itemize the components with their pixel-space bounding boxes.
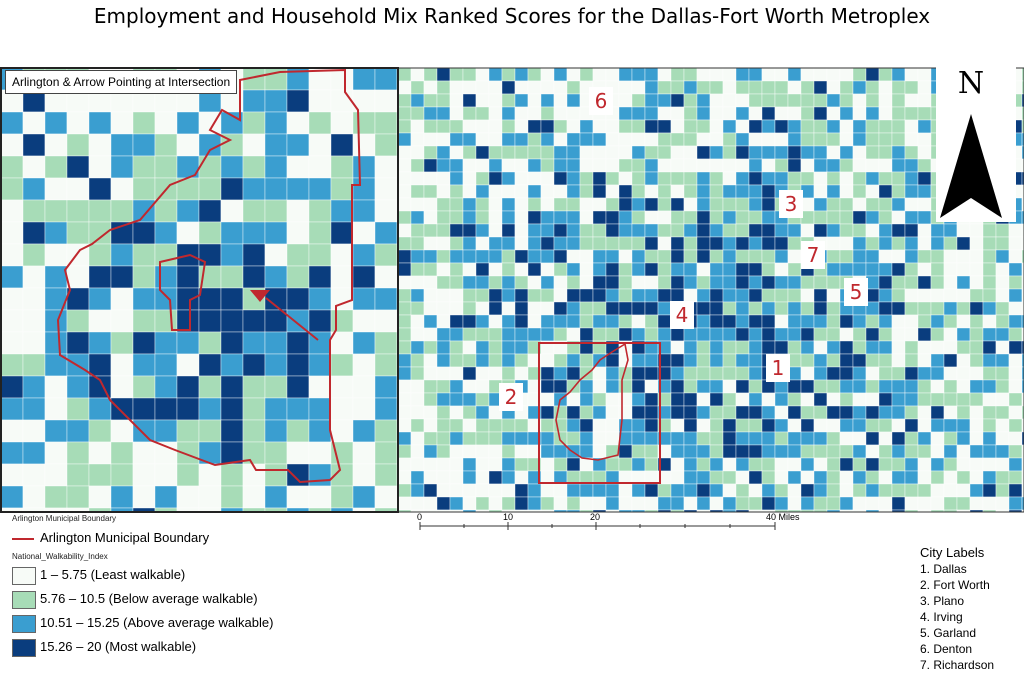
legend-class-2: 5.76 – 10.5 (Below average walkable) [12,590,258,609]
legend-class-4: 15.26 – 20 (Most walkable) [12,638,197,657]
legend-class-label: 1 – 5.75 (Least walkable) [40,567,186,582]
legend-class-1: 1 – 5.75 (Least walkable) [12,566,186,585]
scale-bar-graphic [419,522,776,530]
scale-label-40: 40 Miles [766,512,800,522]
legend-class-label: 5.76 – 10.5 (Below average walkable) [40,591,258,606]
city-label-item: 4. Irving [920,610,963,624]
legend-boundary-heading: Arlington Municipal Boundary [12,514,117,523]
city-label-item: 5. Garland [920,626,977,640]
city-marker-1: 1 [766,354,790,382]
legend-swatch [12,590,36,609]
scale-label-20: 20 [590,512,601,522]
city-marker-3: 3 [779,190,803,218]
legend-class-label: 15.26 – 20 (Most walkable) [40,639,197,654]
intersection-arrow-line [265,297,319,341]
map-legend: Arlington Municipal Boundary Arlington M… [12,514,273,657]
inset-label: Arlington & Arrow Pointing at Intersecti… [5,70,238,94]
legend-swatch [12,614,36,633]
inset-map-frame [0,67,399,513]
city-labels: City Labels 1. Dallas 2. Fort Worth 3. P… [920,545,994,673]
legend-boundary-entry: Arlington Municipal Boundary [12,530,209,545]
city-label-item: 2. Fort Worth [920,578,990,592]
city-marker-2: 2 [499,383,523,411]
inset-arlington-boundary [56,68,362,484]
city-label-item: 7. Richardson [920,658,995,672]
legend-swatch [12,638,36,657]
boundary-line-swatch [12,537,34,540]
city-marker-7: 7 [801,241,825,269]
main-map-inset-extent [538,342,661,484]
city-marker-4: 4 [670,301,694,329]
city-marker-6: 6 [589,87,613,115]
legend-class-label: 10.51 – 15.25 (Above average walkable) [40,615,274,630]
scale-label-10: 10 [503,512,514,522]
city-label-item: 3. Plano [920,594,965,608]
city-labels-heading: City Labels [920,545,985,560]
north-arrow-icon [940,114,1002,218]
intersection-arrow-head [250,290,270,302]
main-arlington-boundary [555,342,629,461]
map-title: Employment and Household Mix Ranked Scor… [93,4,931,28]
legend-class-3: 10.51 – 15.25 (Above average walkable) [12,614,274,633]
inset-arlington-sub-boundary [159,253,207,331]
legend-boundary-label: Arlington Municipal Boundary [40,530,210,545]
city-label-item: 1. Dallas [920,562,967,576]
inset-map-tiles [0,67,399,513]
north-arrow: N [936,66,1016,222]
legend-swatch [12,566,36,585]
main-map-tiles [397,67,1024,513]
scale-label-0: 0 [417,512,423,522]
legend-index-title: National_Walkability_Index [12,552,108,561]
north-arrow-letter: N [957,66,985,101]
city-marker-5: 5 [844,278,868,306]
city-label-item: 6. Denton [920,642,973,656]
